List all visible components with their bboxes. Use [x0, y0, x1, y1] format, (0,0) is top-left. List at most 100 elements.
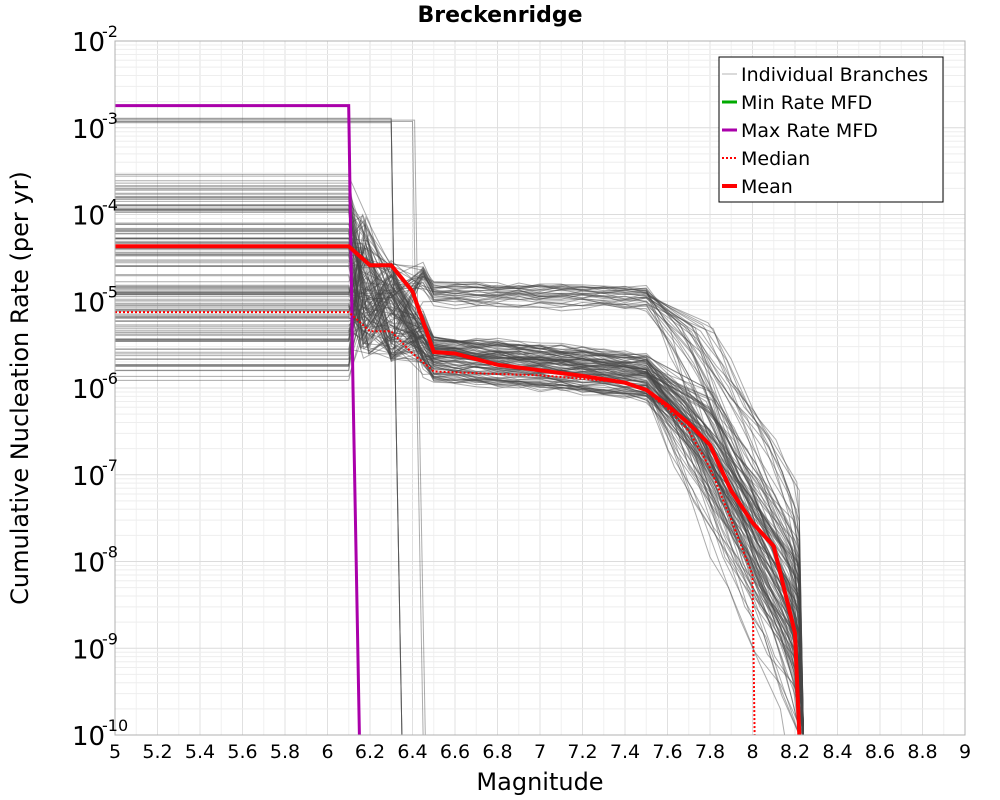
- branch-line: [115, 185, 804, 736]
- branch-line: [115, 287, 804, 736]
- branch-line: [115, 207, 804, 736]
- y-tick-exponent: -6: [102, 369, 118, 388]
- branch-line: [115, 284, 804, 736]
- branch-line: [115, 118, 403, 736]
- branch-line: [115, 185, 804, 736]
- y-tick-base: 10: [72, 28, 105, 58]
- x-tick-label: 7: [534, 741, 546, 763]
- branch-line: [115, 274, 804, 736]
- branch-line: [115, 192, 804, 736]
- branch-line: [115, 222, 804, 736]
- branch-line: [115, 276, 804, 736]
- branch-line: [115, 262, 804, 736]
- branch-line: [115, 302, 804, 736]
- x-tick-label: 7.4: [610, 741, 640, 763]
- series-lines: [115, 104, 802, 736]
- legend-label: Min Rate MFD: [741, 92, 872, 114]
- branch-line: [115, 122, 403, 736]
- branch-line: [115, 254, 804, 736]
- branch-line: [115, 245, 804, 736]
- branch-line: [115, 299, 804, 736]
- branch-line: [115, 246, 804, 736]
- branch-line: [115, 117, 403, 736]
- branch-line: [115, 229, 804, 736]
- x-tick-label: 8.2: [780, 741, 810, 763]
- branch-line: [115, 182, 804, 736]
- branch-line: [115, 208, 804, 736]
- branch-line: [115, 121, 403, 736]
- x-tick-label: 8.4: [822, 741, 852, 763]
- x-tick-label: 6: [321, 741, 333, 763]
- branch-line: [115, 204, 804, 736]
- x-axis-title: Magnitude: [476, 768, 603, 796]
- branch-line: [115, 223, 804, 736]
- y-tick-base: 10: [72, 635, 105, 665]
- branch-line: [115, 252, 804, 736]
- branch-line: [115, 231, 804, 736]
- branch-line: [115, 316, 804, 736]
- x-tick-label: 6.6: [440, 741, 470, 763]
- branch-line: [115, 273, 804, 736]
- branch-line: [115, 267, 804, 736]
- chart-title: Breckenridge: [417, 3, 582, 28]
- legend: Individual Branches Min Rate MFD Max Rate …: [718, 56, 944, 203]
- branch-line: [115, 275, 804, 736]
- y-tick-exponent: -8: [102, 543, 118, 562]
- branch-line: [115, 243, 804, 736]
- grid: [114, 40, 966, 736]
- branch-line: [115, 233, 804, 736]
- branch-line: [115, 260, 804, 736]
- individual-branches: [115, 117, 804, 736]
- branch-line: [115, 303, 804, 736]
- branch-line: [115, 290, 804, 736]
- legend-box: [718, 56, 944, 203]
- branch-line: [115, 209, 804, 736]
- branch-line: [115, 255, 804, 736]
- x-tick-label: 5.6: [227, 741, 257, 763]
- branch-line: [115, 121, 424, 736]
- y-tick-base: 10: [72, 375, 105, 405]
- y-tick-base: 10: [72, 722, 105, 752]
- branch-line: [115, 238, 804, 736]
- branch-line: [115, 210, 804, 736]
- branch-line: [115, 278, 804, 736]
- median-line: [115, 311, 756, 736]
- branch-line: [115, 193, 804, 736]
- branch-line: [115, 204, 804, 736]
- y-tick-exponent: -4: [102, 196, 118, 215]
- branch-line: [115, 271, 804, 736]
- x-tick-label: 6.8: [482, 741, 512, 763]
- y-tick-exponent: -5: [102, 282, 118, 301]
- branch-line: [115, 289, 804, 736]
- y-tick-labels: 10-210-310-410-510-610-710-810-910-10: [72, 22, 128, 752]
- x-tick-label: 6.2: [355, 741, 385, 763]
- branch-line: [115, 281, 804, 736]
- branch-line: [115, 292, 804, 736]
- y-tick-exponent: -10: [102, 716, 128, 735]
- branch-line: [115, 247, 804, 736]
- branch-line: [115, 255, 804, 736]
- branch-line: [115, 241, 804, 736]
- branch-line: [115, 237, 804, 736]
- branch-line: [115, 205, 804, 736]
- branch-line: [115, 285, 804, 736]
- branch-line: [115, 209, 804, 736]
- branch-line: [115, 222, 804, 736]
- y-tick-exponent: -3: [102, 109, 118, 128]
- legend-label: Individual Branches: [741, 64, 928, 86]
- x-tick-label: 7.6: [652, 741, 682, 763]
- branch-line: [115, 324, 804, 736]
- branch-line: [115, 248, 804, 736]
- branch-line: [115, 298, 804, 736]
- branch-line: [115, 242, 804, 736]
- branch-line: [115, 285, 804, 736]
- branch-line: [115, 255, 786, 736]
- branch-line: [115, 265, 804, 736]
- branch-line: [115, 230, 804, 736]
- branch-line: [115, 293, 804, 736]
- y-tick-exponent: -2: [102, 22, 118, 41]
- branch-line: [115, 242, 804, 736]
- branch-line: [115, 230, 804, 736]
- branch-line: [115, 253, 804, 736]
